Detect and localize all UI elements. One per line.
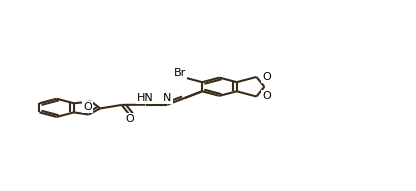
- Text: Br: Br: [174, 68, 186, 78]
- Text: O: O: [125, 114, 134, 124]
- Text: N: N: [163, 93, 171, 103]
- Text: HN: HN: [137, 93, 154, 103]
- Text: O: O: [262, 72, 271, 82]
- Text: O: O: [84, 102, 92, 112]
- Text: O: O: [262, 91, 271, 101]
